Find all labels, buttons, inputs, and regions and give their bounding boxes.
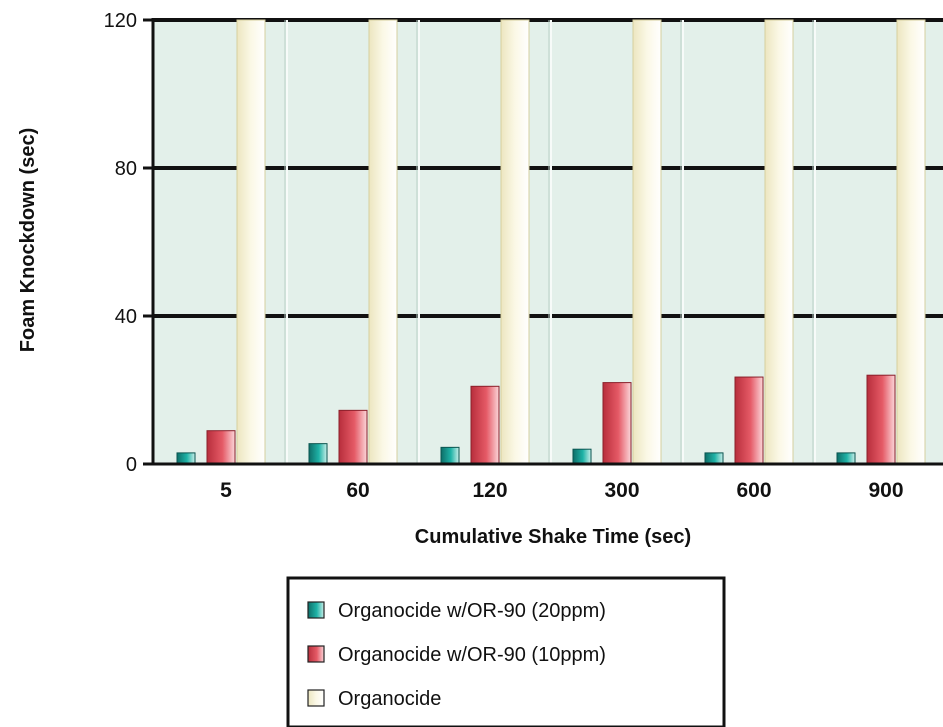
bar-s1-600: [734, 376, 764, 465]
bar-s2-900: [896, 19, 926, 465]
x-axis-title: Cumulative Shake Time (sec): [415, 526, 691, 548]
legend-swatch-2: [307, 689, 325, 707]
x-tick-label: 5: [220, 479, 232, 502]
bar-s2-120: [500, 19, 530, 465]
y-tick-label: 120: [104, 10, 137, 32]
legend: Organocide w/OR-90 (20ppm) Organocide w/O…: [286, 576, 726, 727]
legend-swatch-0: [307, 601, 325, 619]
bar-s0-60: [308, 443, 328, 465]
axes: [143, 18, 943, 466]
x-tick-label: 300: [604, 479, 639, 502]
bar-s1-900: [866, 374, 896, 465]
legend-label: Organocide: [338, 688, 441, 710]
bar-s2-600: [764, 19, 794, 465]
x-tick-label: 600: [736, 479, 771, 502]
bar-s1-5: [206, 430, 236, 465]
bar-s0-900: [836, 452, 856, 465]
bar-s2-300: [632, 19, 662, 465]
y-tick-label: 40: [115, 306, 137, 328]
x-tick-label: 60: [346, 479, 369, 502]
bar-s0-300: [572, 448, 592, 465]
y-tick-label: 0: [126, 454, 137, 476]
bar-s1-60: [338, 409, 368, 465]
y-tick-labels: 0 40 80 120: [104, 10, 137, 476]
plot-area: [153, 20, 943, 464]
legend-label: Organocide w/OR-90 (10ppm): [338, 644, 606, 666]
legend-box: [286, 576, 726, 727]
bar-s0-120: [440, 446, 460, 465]
bar-s0-600: [704, 452, 724, 465]
x-tick-label: 900: [868, 479, 903, 502]
x-tick-labels: 5 60 120 300 600 900: [220, 479, 903, 502]
legend-label: Organocide w/OR-90 (20ppm): [338, 600, 606, 622]
bar-s2-5: [236, 19, 266, 465]
y-tick-label: 80: [115, 158, 137, 180]
x-tick-label: 120: [472, 479, 507, 502]
bar-s1-300: [602, 382, 632, 465]
bar-s0-5: [176, 452, 196, 465]
bar-s1-120: [470, 385, 500, 465]
bar-s2-60: [368, 19, 398, 465]
y-axis-title: Foam Knockdown (sec): [17, 128, 39, 352]
legend-swatch-1: [307, 645, 325, 663]
gridlines: [153, 18, 943, 464]
